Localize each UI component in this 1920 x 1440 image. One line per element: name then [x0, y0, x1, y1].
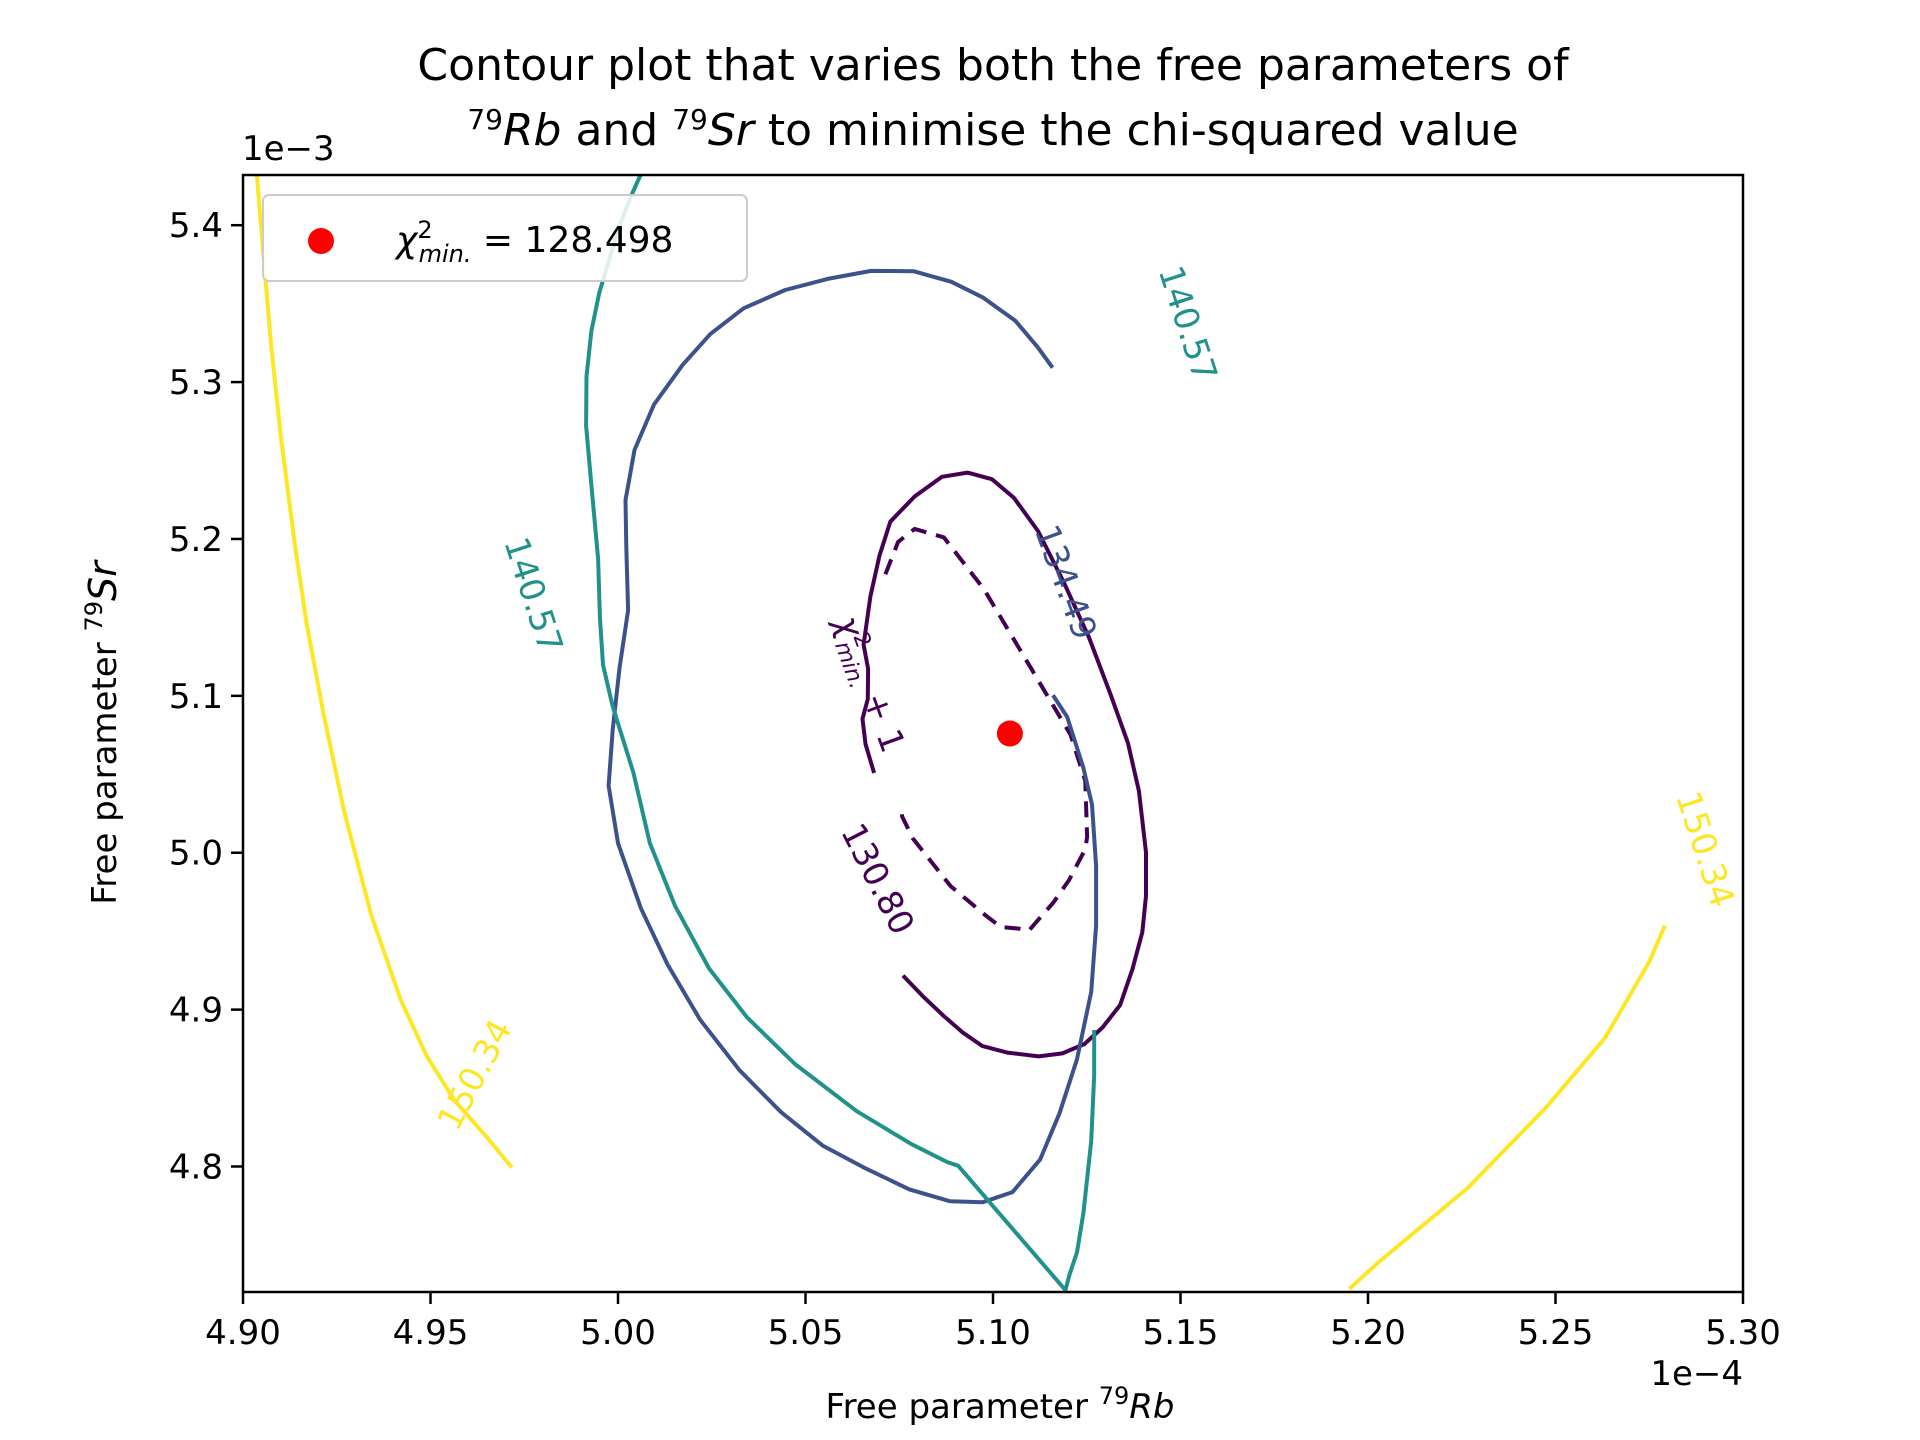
y-tick-label: 5.3 [169, 363, 223, 403]
contour-labels-layer: 140.57 140.57 134.49 150.34 150.34 130.80 χ2mi… [430, 261, 1743, 1137]
legend-marker [308, 228, 334, 254]
minimum-point [996, 720, 1023, 747]
x-tick-label: 5.00 [580, 1313, 656, 1353]
chart-title-line-2: 79Rb and 79Sr to minimise the chi-square… [467, 103, 1518, 156]
y-offset-label: 1e−3 [242, 129, 335, 169]
contours-layer [254, 175, 1667, 1292]
legend-sub: min. [419, 240, 472, 268]
y-axis-label-text: Free parameter [85, 632, 125, 905]
contour-line [584, 175, 1097, 1292]
title-sup-1: 79 [467, 103, 503, 136]
contour-label: 150.34 [1667, 787, 1742, 913]
x-tick-label: 4.95 [393, 1313, 469, 1353]
legend-label: χ2 min. = 128.498 [394, 216, 673, 268]
x-ticks: 4.90 4.95 5.00 5.05 5.10 5.15 5.20 5.25 5.30 [205, 1292, 1781, 1353]
x-axis-label-text: Free parameter [825, 1387, 1098, 1427]
contour-label-chi-plus-one: χ2min. + 1 [821, 609, 913, 760]
y-tick-label: 5.2 [169, 520, 223, 560]
x-tick-label: 5.05 [768, 1313, 844, 1353]
contour-line [883, 526, 1090, 933]
y-axis-label-sup: 79 [80, 601, 108, 632]
contour-line [606, 268, 1099, 1205]
contour-label: 140.57 [1150, 261, 1225, 387]
x-axis-label: Free parameter 79Rb [825, 1382, 1174, 1427]
y-ticks: 4.8 4.9 5.0 5.1 5.2 5.3 5.4 [169, 206, 243, 1187]
title-and: and [561, 105, 672, 156]
chart-title-line-1: Contour plot that varies both the free p… [417, 40, 1570, 91]
minimum-marker-layer [996, 720, 1023, 747]
contour-line [860, 470, 1148, 1059]
contour-label: 140.57 [495, 532, 570, 658]
title-isotope-1: Rb [503, 105, 562, 156]
x-tick-label: 5.25 [1518, 1313, 1594, 1353]
y-tick-label: 4.8 [169, 1147, 223, 1187]
x-tick-label: 5.20 [1330, 1313, 1406, 1353]
y-tick-label: 4.9 [169, 991, 223, 1031]
legend-chi-symbol: χ [394, 220, 419, 261]
contour-label: 134.49 [1026, 520, 1104, 645]
legend-sup: 2 [417, 216, 432, 244]
x-tick-label: 5.15 [1143, 1313, 1219, 1353]
legend-value: = 128.498 [471, 220, 673, 261]
contour-label: 150.34 [430, 1013, 521, 1137]
y-axis-label: Free parameter 79Sr [80, 559, 125, 905]
title-rest: to minimise the chi-squared value [754, 105, 1519, 156]
x-axis-label-isotope: Rb [1129, 1387, 1174, 1427]
x-tick-label: 4.90 [205, 1313, 281, 1353]
x-tick-label: 5.30 [1705, 1313, 1781, 1353]
x-tick-label: 5.10 [955, 1313, 1031, 1353]
legend-box [262, 194, 748, 282]
legend: χ2 min. = 128.498 [262, 194, 748, 282]
chi-plus-one: + 1 [850, 677, 912, 758]
x-axis-label-sup: 79 [1099, 1382, 1130, 1410]
y-axis-label-isotope: Sr [81, 559, 125, 601]
y-tick-label: 5.0 [169, 834, 223, 874]
x-offset-label: 1e−4 [1650, 1354, 1743, 1394]
y-tick-label: 5.4 [169, 206, 223, 246]
contour-line [254, 175, 1667, 1291]
contour-label: 130.80 [832, 817, 922, 941]
title-sup-2: 79 [672, 103, 708, 136]
y-tick-label: 5.1 [169, 677, 223, 717]
title-isotope-2: Sr [708, 105, 757, 156]
